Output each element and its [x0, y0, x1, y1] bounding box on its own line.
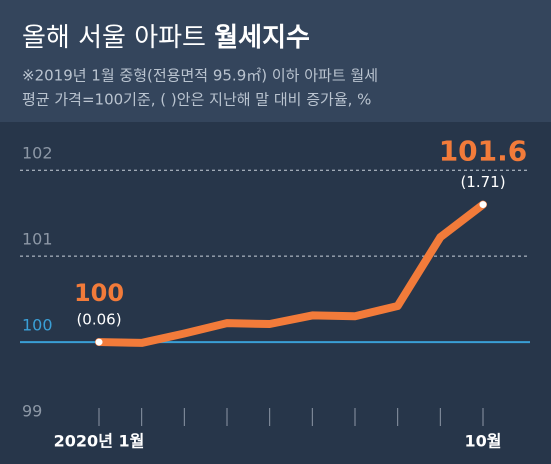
change-label: (0.06) [76, 311, 121, 329]
y-tick-label: 102 [22, 144, 53, 163]
header-bg [0, 0, 551, 122]
title-bold: 월세지수 [214, 23, 310, 53]
y-tick-label: 100 [22, 316, 53, 335]
subtitle: 평균 가격=100기준, ( )안은 지난해 말 대비 증가율, % [22, 91, 371, 109]
change-label: (1.71) [460, 173, 505, 191]
x-tick-label: 2020년 1월 [54, 432, 145, 451]
chart-title: 올해 서울 아파트 월세지수 [22, 23, 310, 53]
value-label: 101.6 [439, 135, 528, 168]
line [95, 200, 487, 347]
plot-bg [0, 122, 551, 464]
title-text: 올해 서울 아파트 [22, 23, 206, 53]
point [479, 201, 487, 209]
subtitle: ※2019년 1월 중형(전용면적 95.9㎡) 이하 아파트 월세 [22, 67, 378, 85]
x-tick-label: 10월 [465, 432, 502, 451]
y-tick-label: 99 [22, 402, 42, 421]
y-tick-label: 101 [22, 230, 53, 249]
value-label: 100 [74, 279, 124, 307]
point [95, 338, 103, 346]
